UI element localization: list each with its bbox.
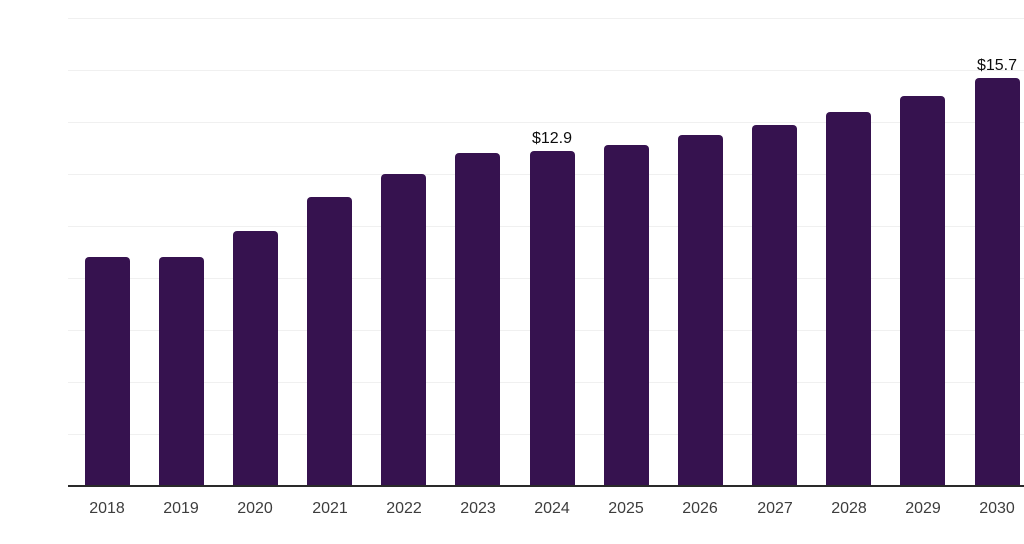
bar-2030 bbox=[975, 78, 1020, 486]
x-tick-label-2025: 2025 bbox=[608, 500, 644, 517]
bar-2020 bbox=[233, 231, 278, 486]
bar-2022 bbox=[381, 174, 426, 486]
bar-2024 bbox=[530, 151, 575, 486]
gridline bbox=[68, 122, 1024, 123]
x-tick-label-2026: 2026 bbox=[682, 500, 718, 517]
x-tick-label-2023: 2023 bbox=[460, 500, 496, 517]
data-label-2030: $15.7 bbox=[976, 57, 1018, 74]
x-tick-label-2027: 2027 bbox=[757, 500, 793, 517]
bar-2018 bbox=[85, 257, 130, 486]
bar-2021 bbox=[307, 197, 352, 486]
bar-2026 bbox=[678, 135, 723, 486]
bar-2027 bbox=[752, 125, 797, 486]
bar-2025 bbox=[604, 145, 649, 486]
gridline bbox=[68, 70, 1024, 71]
x-axis-line bbox=[68, 485, 1024, 487]
bar-2028 bbox=[826, 112, 871, 486]
x-tick-label-2030: 2030 bbox=[979, 500, 1015, 517]
x-tick-label-2019: 2019 bbox=[163, 500, 199, 517]
bar-2019 bbox=[159, 257, 204, 486]
bar-2029 bbox=[900, 96, 945, 486]
x-tick-label-2024: 2024 bbox=[534, 500, 570, 517]
bar-chart: 2018 2019 2020 2021 2022 2023 2024 2025 2026 2027… bbox=[40, 16, 1024, 528]
x-tick-label-2029: 2029 bbox=[905, 500, 941, 517]
x-tick-label-2022: 2022 bbox=[386, 500, 422, 517]
x-tick-label-2018: 2018 bbox=[89, 500, 125, 517]
data-label-2024: $12.9 bbox=[531, 130, 573, 147]
gridline bbox=[68, 18, 1024, 19]
x-tick-label-2028: 2028 bbox=[831, 500, 867, 517]
bar-2023 bbox=[455, 153, 500, 486]
x-tick-label-2020: 2020 bbox=[237, 500, 273, 517]
x-tick-label-2021: 2021 bbox=[312, 500, 348, 517]
